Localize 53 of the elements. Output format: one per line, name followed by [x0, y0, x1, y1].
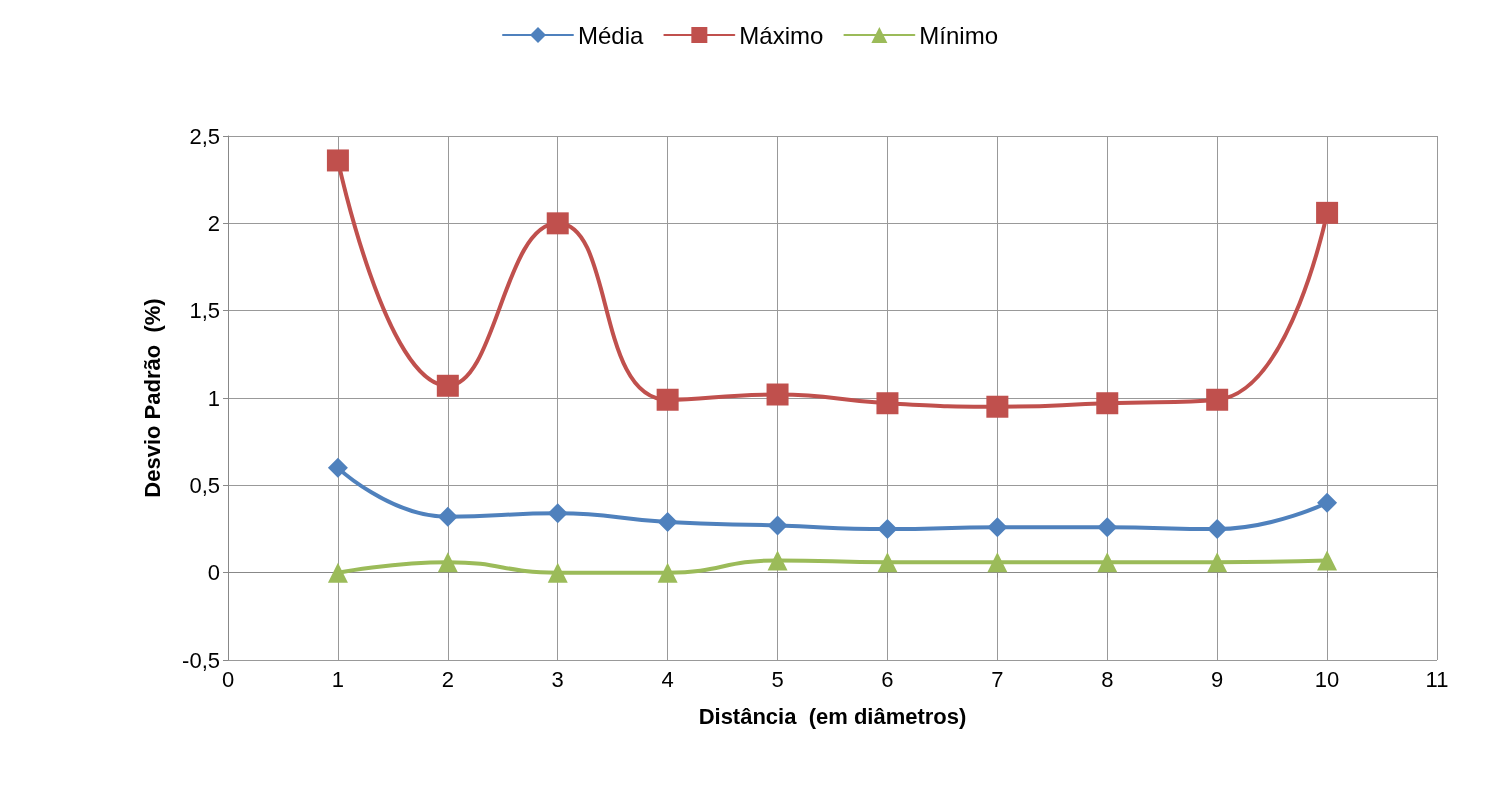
y-tick-label: 1,5	[189, 298, 220, 324]
x-tick-label: 2	[441, 666, 454, 692]
point	[1097, 517, 1118, 538]
y-tick-label: 1	[207, 385, 220, 411]
legend-label: Máximo	[739, 21, 824, 49]
point	[657, 512, 678, 533]
point	[437, 506, 458, 527]
x-tick-label: 8	[1101, 666, 1114, 692]
point	[547, 562, 568, 583]
legend-label: Média	[577, 21, 644, 49]
point	[547, 503, 568, 524]
point	[437, 552, 458, 573]
point	[656, 388, 679, 411]
point	[1317, 492, 1338, 513]
x-tick-label: 3	[551, 666, 564, 692]
point	[1206, 388, 1229, 411]
x-tick-label: 5	[771, 666, 784, 692]
point	[987, 552, 1008, 573]
x-tick-label: 4	[661, 666, 674, 692]
point	[1207, 519, 1228, 539]
point	[1316, 201, 1339, 224]
point	[546, 212, 569, 235]
point	[327, 562, 348, 583]
point	[767, 550, 788, 571]
point	[1317, 550, 1338, 571]
x-tick-label: 9	[1211, 666, 1224, 692]
point	[876, 392, 899, 415]
x-tick-label: 7	[991, 666, 1004, 692]
point	[877, 519, 898, 539]
point	[657, 562, 678, 583]
point	[326, 149, 349, 172]
y-axis-title: Desvio Padrão (%)	[139, 298, 165, 498]
x-tick-label: 1	[331, 666, 345, 692]
y-tick-label: 2	[207, 210, 220, 236]
point	[766, 383, 789, 406]
point	[1207, 552, 1228, 573]
x-axis-title: Distância (em diâmetros)	[698, 703, 967, 729]
point	[436, 374, 459, 397]
x-tick-label: 10	[1314, 666, 1340, 692]
x-tick-label: 6	[881, 666, 894, 692]
point	[767, 515, 788, 536]
point	[1096, 392, 1119, 415]
point	[327, 457, 348, 478]
point	[986, 395, 1009, 418]
x-tick-label: 11	[1425, 666, 1449, 692]
point	[1097, 552, 1118, 573]
point	[987, 517, 1008, 538]
y-tick-label: -0,5	[182, 647, 220, 673]
legend-label: Mínimo	[919, 21, 999, 49]
y-tick-label: 0,5	[189, 472, 220, 498]
y-tick-label: 0	[207, 560, 220, 586]
point	[877, 552, 898, 573]
y-tick-label: 2,5	[189, 123, 220, 149]
